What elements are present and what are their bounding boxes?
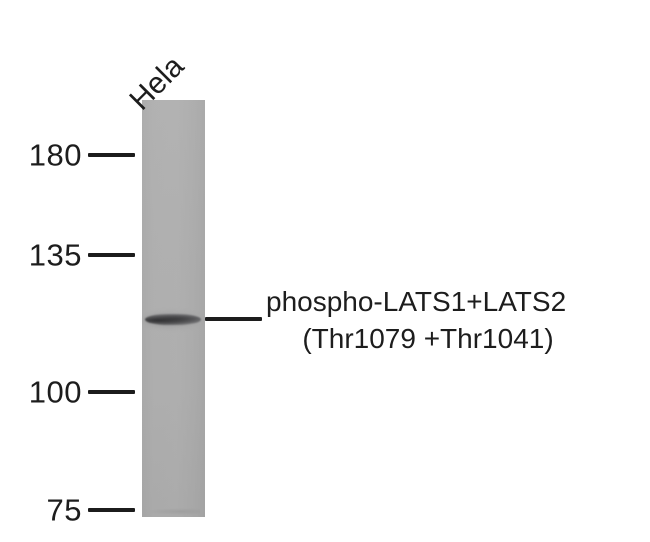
- mw-label-75: 75: [46, 492, 82, 528]
- mw-label-100: 100: [28, 374, 82, 410]
- mw-tick-100: [88, 390, 135, 394]
- band-pointer-line: [205, 317, 262, 321]
- mw-tick-180: [88, 153, 135, 157]
- mw-label-135: 135: [28, 237, 82, 273]
- mw-tick-135: [88, 253, 135, 257]
- band-annotation-line-2: (Thr1079 +Thr1041): [302, 322, 554, 354]
- band-annotation-line-1: phospho-LATS1+LATS2: [266, 286, 567, 317]
- mw-tick-75: [88, 508, 135, 512]
- gel-lane-hela: [142, 100, 205, 517]
- mw-label-180: 180: [28, 137, 82, 173]
- band-annotation: phospho-LATS1+LATS2 (Thr1079 +Thr1041): [266, 284, 648, 357]
